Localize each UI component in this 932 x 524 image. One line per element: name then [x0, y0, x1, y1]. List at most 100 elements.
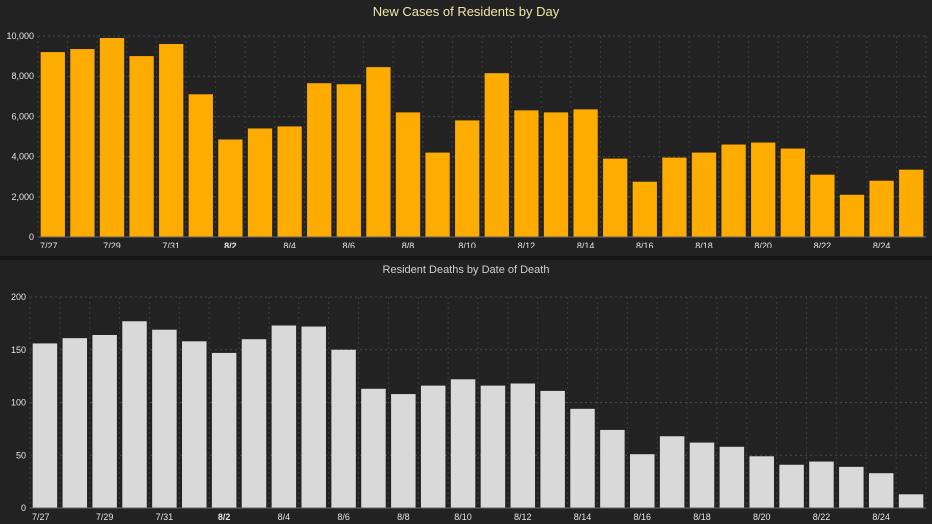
bar-8-22 [809, 461, 834, 508]
bar-7-31 [159, 44, 184, 237]
bar-8-13 [543, 112, 569, 237]
bar-7-29 [92, 334, 117, 508]
y-tick-label: 50 [16, 450, 26, 460]
bar-8-14 [573, 109, 598, 237]
x-tick-label: 7/31 [156, 512, 174, 522]
bar-8-14 [570, 408, 595, 508]
bar-8-15 [600, 429, 625, 508]
deaths-bar-chart: 0 50 100 150 200 7/27 7/29 7/31 8/2 8/4 8/6 8/8 8/10… [11, 292, 927, 522]
x-tick-label: 8/8 [397, 512, 410, 522]
x-tick-label: 8/20 [753, 512, 771, 522]
y-tick-label: 6,000 [11, 111, 34, 121]
bar-8-7 [361, 388, 386, 508]
x-tick-label: 8/14 [577, 241, 595, 248]
bar-8-1 [182, 341, 207, 508]
bar-8-24 [868, 473, 894, 508]
x-tick-label: 8/16 [636, 241, 654, 248]
bar-8-8 [391, 394, 416, 508]
bar-8-19 [721, 144, 746, 237]
bar-7-27 [40, 52, 65, 237]
x-tick-label: 7/27 [32, 512, 50, 522]
x-tick-label: 8/10 [454, 512, 472, 522]
x-tick-label: 8/22 [813, 512, 831, 522]
x-tick-label: 7/29 [103, 241, 121, 248]
deaths-chart-title: Resident Deaths by Date of Death [382, 264, 550, 276]
bar-8-9 [420, 385, 446, 508]
bar-8-5 [307, 83, 332, 237]
bar-8-15 [603, 158, 628, 237]
bar-8-18 [689, 442, 715, 508]
x-tick-label: 8/20 [754, 241, 772, 248]
y-tick-label: 2,000 [11, 192, 34, 202]
x-tick-label: 8/8 [402, 241, 415, 248]
y-tick-label: 200 [11, 292, 26, 302]
bar-8-3 [247, 128, 273, 237]
y-tick-label: 0 [21, 503, 26, 513]
x-tick-label: 8/6 [337, 512, 350, 522]
bar-8-16 [630, 454, 655, 508]
x-tick-label: 8/22 [814, 241, 832, 248]
y-tick-label: 150 [11, 345, 26, 355]
x-tick-label: 8/10 [458, 241, 476, 248]
bar-8-24 [869, 180, 894, 237]
bar-8-25 [899, 169, 924, 237]
x-tick-label: 7/29 [96, 512, 114, 522]
x-tick-label: 8/16 [634, 512, 652, 522]
bar-7-30 [129, 56, 154, 237]
bar-8-23 [839, 466, 864, 508]
bar-8-23 [839, 194, 865, 237]
bar-8-19 [719, 446, 745, 508]
bar-8-6 [331, 349, 356, 508]
bar-8-17 [662, 157, 687, 237]
bar-7-31 [152, 329, 177, 508]
x-tick-label: 8/18 [695, 241, 713, 248]
cases-bar-chart: 0 2,000 4,000 6,000 8,000 10,000 7/27 7/29 7/31 8… [6, 31, 927, 248]
bar-8-20 [749, 456, 774, 508]
x-tick-label: 8/6 [343, 241, 356, 248]
y-tick-label: 10,000 [6, 31, 34, 41]
bar-7-27 [32, 343, 58, 508]
bar-8-7 [366, 67, 391, 237]
bar-8-11 [484, 73, 509, 237]
bar-8-21 [779, 464, 804, 508]
bar-8-4 [277, 126, 302, 237]
bar-7-29 [99, 38, 125, 237]
y-tick-label: 100 [11, 398, 26, 408]
bar-8-6 [336, 84, 361, 237]
x-tick-label: 8/12 [514, 512, 532, 522]
bar-8-8 [395, 112, 421, 237]
x-tick-label: 8/24 [873, 241, 891, 248]
bar-8-12 [510, 383, 536, 508]
y-tick-label: 4,000 [11, 152, 34, 162]
bar-7-28 [62, 338, 88, 508]
bar-8-16 [632, 181, 657, 237]
bar-8-22 [810, 174, 835, 237]
x-tick-label: 8/24 [872, 512, 890, 522]
bar-8-12 [514, 110, 539, 237]
bar-8-10 [455, 120, 480, 237]
bar-8-3 [241, 339, 267, 508]
bar-8-2 [218, 139, 243, 237]
bar-8-25 [898, 494, 924, 508]
cases-chart-title: New Cases of Residents by Day [372, 4, 560, 19]
bar-8-1 [188, 94, 213, 237]
x-tick-label: 8/18 [693, 512, 711, 522]
x-tick-label: 7/27 [40, 241, 58, 248]
y-tick-label: 8,000 [11, 71, 34, 81]
x-tick-label: 8/4 [278, 512, 291, 522]
x-tick-label: 8/2 [218, 512, 231, 522]
bar-8-2 [211, 352, 237, 508]
y-tick-label: 0 [29, 232, 34, 242]
x-tick-label: 8/14 [574, 512, 592, 522]
bar-8-20 [751, 142, 776, 237]
bar-8-4 [271, 325, 297, 508]
bar-7-30 [122, 321, 147, 508]
bar-8-9 [425, 152, 450, 237]
x-tick-label: 7/31 [162, 241, 180, 248]
bar-8-17 [659, 436, 685, 508]
bar-7-28 [70, 49, 95, 237]
bar-8-13 [540, 390, 565, 508]
x-tick-label: 8/12 [518, 241, 536, 248]
bar-8-10 [450, 379, 476, 508]
bar-8-18 [691, 152, 717, 237]
